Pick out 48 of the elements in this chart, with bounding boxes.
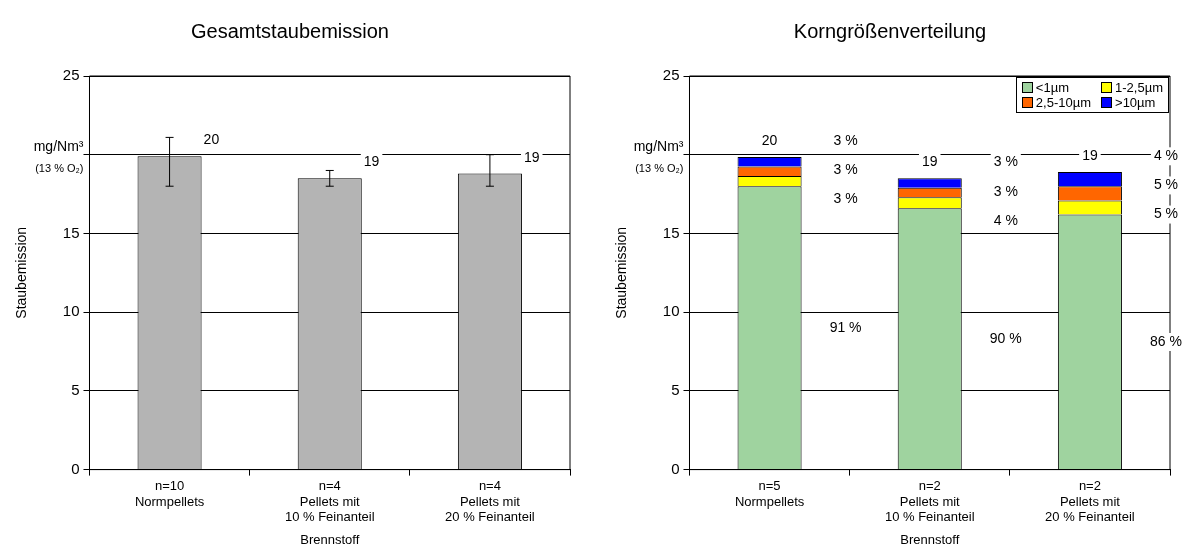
legend-label: <1µm — [1034, 80, 1070, 95]
x-tick-label: n=4 Pellets mit 10 % Feinanteil — [284, 477, 375, 525]
annotation: 5 % — [1153, 176, 1179, 193]
data-label: 20 — [203, 131, 220, 148]
legend-label: 1-2,5µm — [1114, 80, 1163, 95]
legend-label: >10µm — [1114, 95, 1157, 110]
y-axis-title: Staubemission — [13, 226, 30, 319]
y-tick-label: 5 — [71, 381, 80, 399]
annotation: 3 % — [833, 190, 858, 207]
data-label: 19 — [523, 148, 540, 165]
annotation: 86 % — [1149, 332, 1182, 349]
annotation: 90 % — [989, 329, 1022, 346]
annotation: 3 % — [833, 132, 858, 149]
x-axis-title: Brennstoff — [300, 531, 360, 547]
text: mg/Nm³ — [33, 137, 84, 154]
y-axis-title: Staubemission — [613, 226, 630, 319]
annotation: 91 % — [829, 318, 862, 335]
y-tick-label: 0 — [71, 459, 80, 477]
y-tick-label: 25 — [62, 66, 80, 84]
chart-title: Korngrößenverteilung — [793, 19, 987, 42]
y-tick-label: 25 — [662, 66, 680, 84]
x-tick-label: n=5 Normpellets — [734, 477, 805, 509]
y-tick-label: 15 — [62, 223, 80, 241]
y-tick-label: 5 — [671, 381, 680, 399]
text: (13 % O₂) — [35, 161, 84, 174]
y-tick-label: 10 — [62, 302, 80, 320]
x-tick-label: n=4 Pellets mit 20 % Feinanteil — [445, 477, 535, 525]
annotation: 4 % — [993, 211, 1018, 228]
x-tick-label: n=10 Normpellets — [134, 477, 205, 509]
annotation: 3 % — [833, 161, 858, 178]
text: (13 % O₂) — [635, 161, 684, 174]
x-axis-title: Brennstoff — [900, 531, 960, 547]
annotation: 4 % — [1153, 147, 1179, 164]
text: mg/Nm³ — [633, 137, 684, 154]
annotation: 3 % — [993, 182, 1018, 199]
x-tick-label: n=2 Pellets mit 20 % Feinanteil — [1045, 477, 1135, 525]
x-tick-label: n=2 Pellets mit 10 % Feinanteil — [884, 477, 975, 525]
chart-title: Gesamtstaubemission — [191, 19, 389, 42]
data-label: 19 — [363, 153, 380, 170]
total-label: 19 — [1082, 147, 1098, 164]
y-tick-label: 10 — [662, 302, 680, 320]
total-label: 19 — [921, 153, 938, 170]
annotation: 5 % — [1153, 205, 1179, 222]
legend-label: 2,5-10µm — [1034, 95, 1092, 110]
total-label: 20 — [761, 132, 778, 149]
y-tick-label: 0 — [671, 459, 680, 477]
y-tick-label: 15 — [662, 223, 680, 241]
annotation: 3 % — [993, 153, 1018, 170]
